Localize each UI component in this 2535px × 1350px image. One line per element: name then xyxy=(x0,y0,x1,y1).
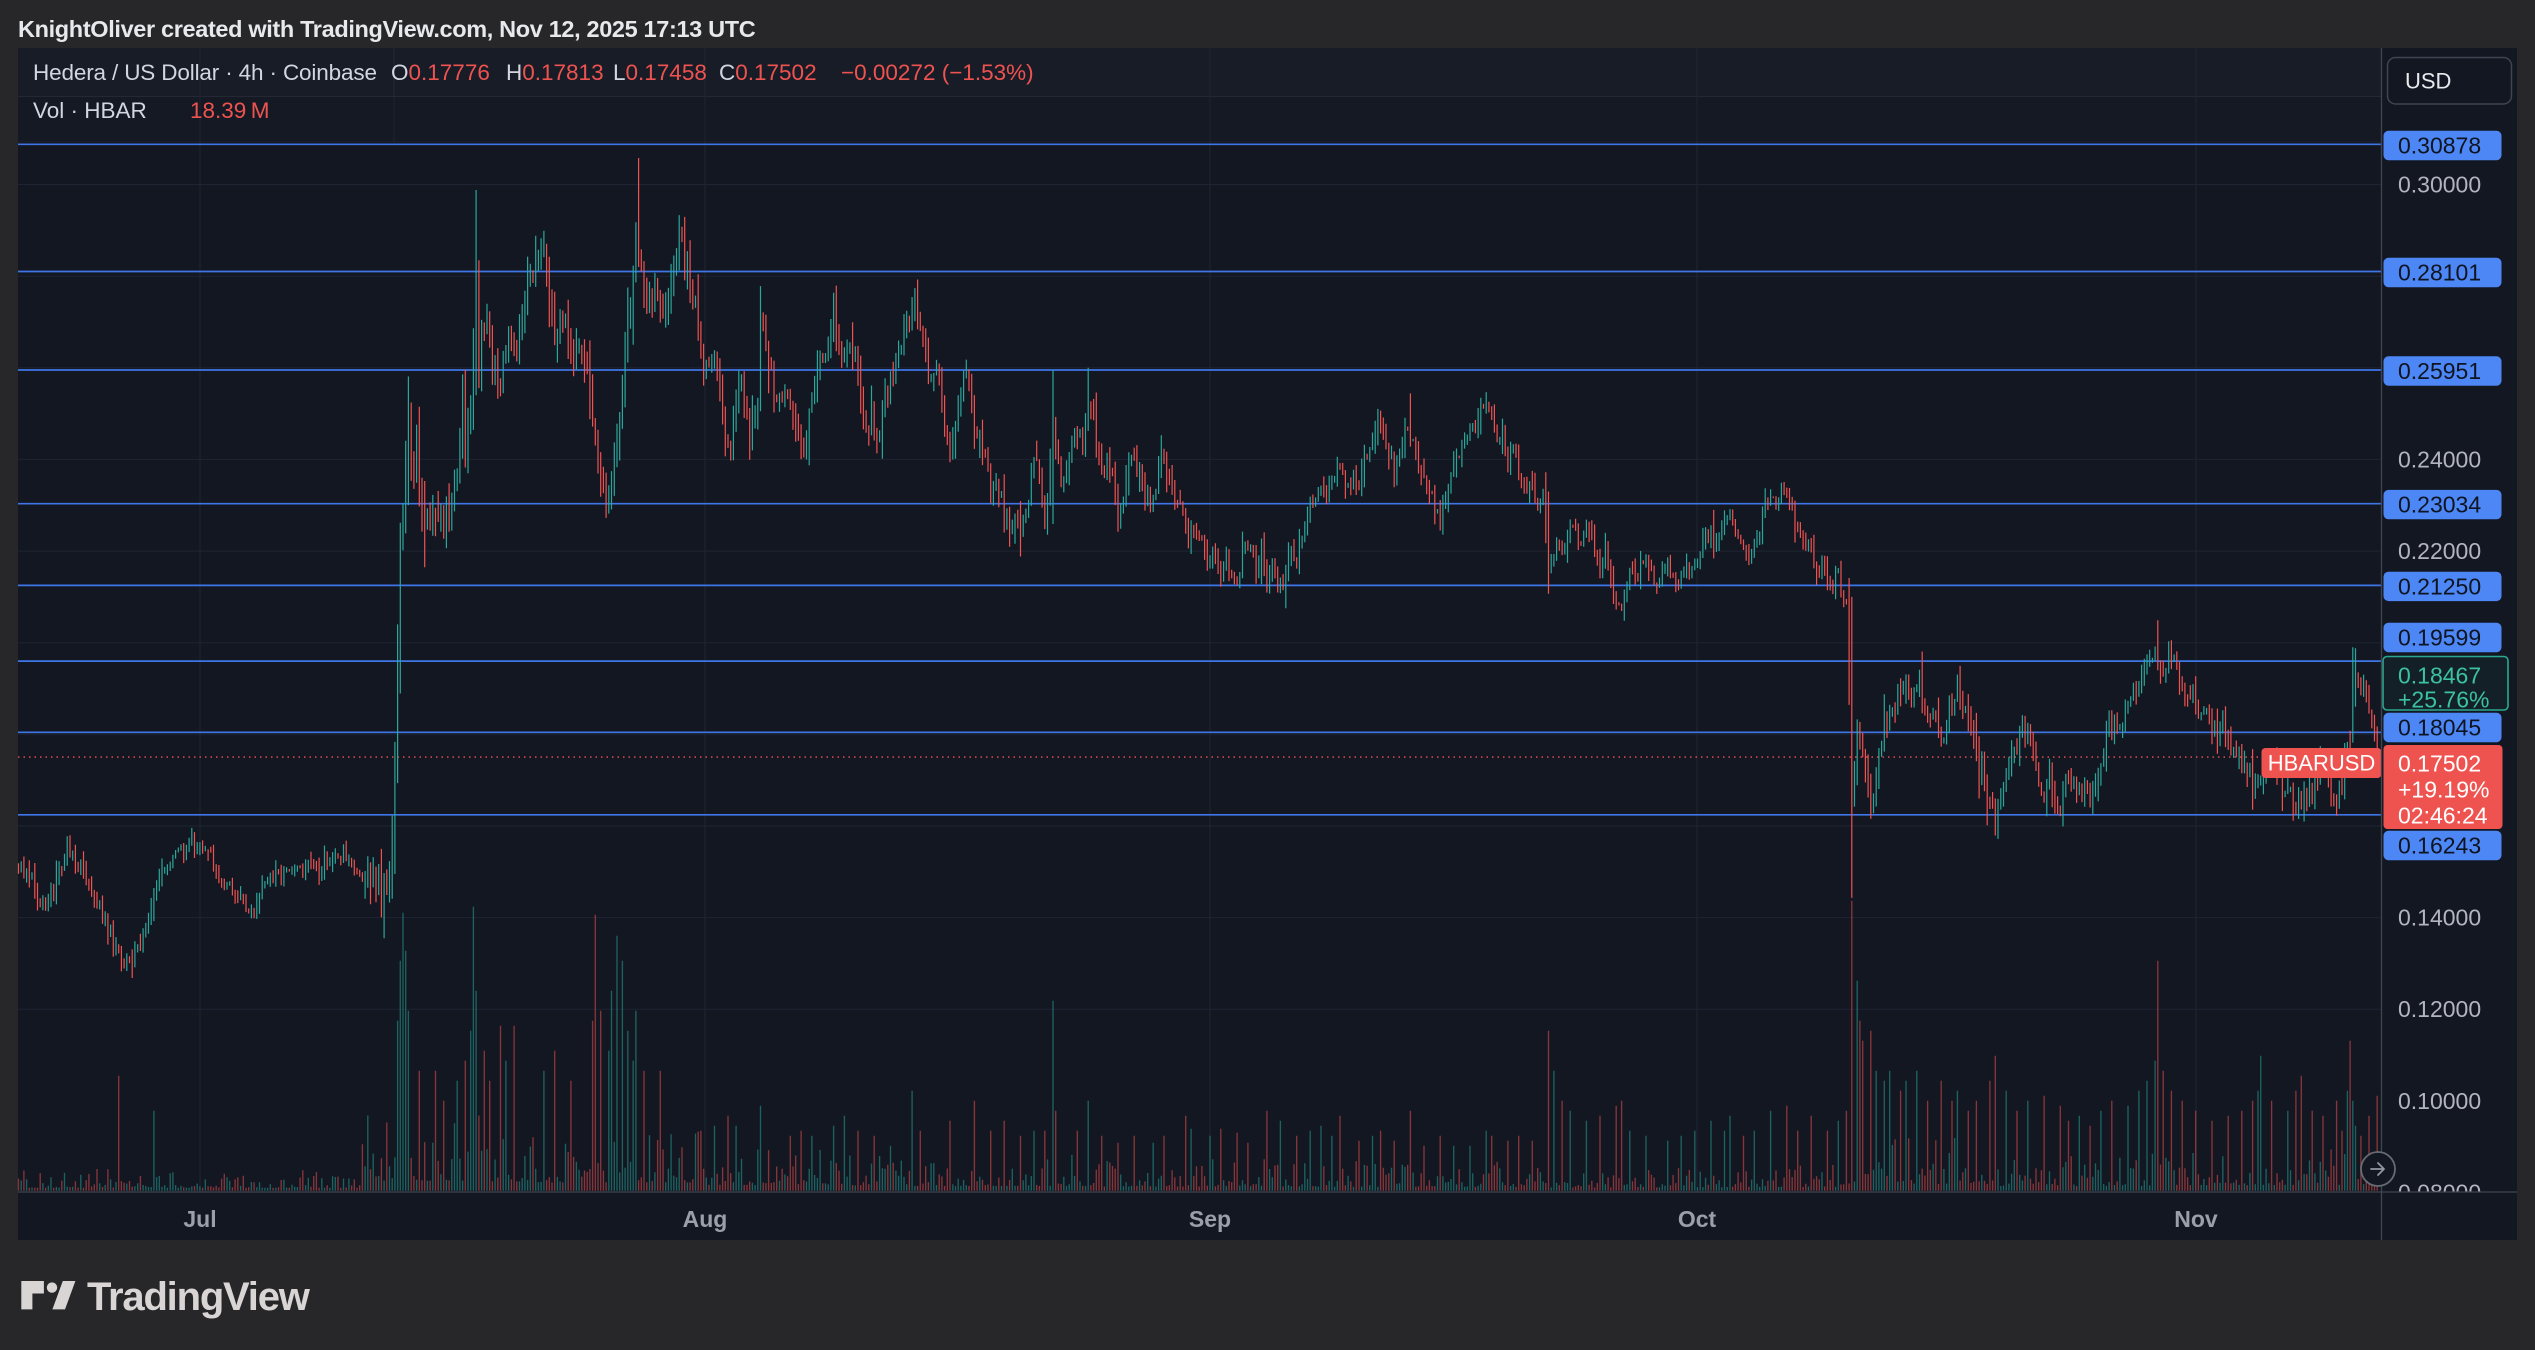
svg-text:0.30000: 0.30000 xyxy=(2398,172,2481,198)
svg-text:TradingView: TradingView xyxy=(87,1275,311,1319)
svg-text:+19.19%: +19.19% xyxy=(2398,777,2489,803)
svg-text:0.22000: 0.22000 xyxy=(2398,538,2481,564)
svg-text:O0.17776: O0.17776 xyxy=(391,60,490,85)
svg-text:0.18467: 0.18467 xyxy=(2398,663,2481,689)
svg-text:Nov: Nov xyxy=(2174,1206,2218,1232)
svg-text:0.24000: 0.24000 xyxy=(2398,446,2481,472)
svg-text:Oct: Oct xyxy=(1678,1206,1717,1232)
svg-text:Hedera / US Dollar · 4h · Coin: Hedera / US Dollar · 4h · Coinbase xyxy=(33,60,377,85)
svg-text:18.39 M: 18.39 M xyxy=(190,98,270,123)
svg-text:0.28101: 0.28101 xyxy=(2398,260,2481,286)
svg-text:0.16243: 0.16243 xyxy=(2398,833,2481,859)
svg-text:0.23034: 0.23034 xyxy=(2398,492,2481,518)
svg-text:Sep: Sep xyxy=(1189,1206,1231,1232)
svg-text:02:46:24: 02:46:24 xyxy=(2398,803,2488,829)
svg-text:Vol · HBAR: Vol · HBAR xyxy=(33,98,147,123)
svg-text:Jul: Jul xyxy=(183,1206,216,1232)
svg-text:0.17502: 0.17502 xyxy=(2398,751,2481,777)
svg-text:HBARUSD: HBARUSD xyxy=(2268,751,2376,776)
svg-text:0.21250: 0.21250 xyxy=(2398,573,2481,599)
svg-text:KnightOliver created with Trad: KnightOliver created with TradingView.co… xyxy=(18,16,756,42)
svg-text:0.19599: 0.19599 xyxy=(2398,625,2481,651)
svg-text:C0.17502: C0.17502 xyxy=(719,60,817,85)
svg-text:H0.17813: H0.17813 xyxy=(506,60,604,85)
svg-text:0.12000: 0.12000 xyxy=(2398,996,2481,1022)
svg-text:0.18045: 0.18045 xyxy=(2398,715,2481,741)
svg-text:−0.00272 (−1.53%): −0.00272 (−1.53%) xyxy=(841,60,1034,85)
svg-text:L0.17458: L0.17458 xyxy=(613,60,707,85)
svg-text:0.14000: 0.14000 xyxy=(2398,905,2481,931)
svg-text:+25.76%: +25.76% xyxy=(2398,687,2489,713)
svg-text:0.10000: 0.10000 xyxy=(2398,1088,2481,1114)
svg-text:0.30878: 0.30878 xyxy=(2398,133,2481,159)
svg-text:USD: USD xyxy=(2405,69,2451,94)
svg-text:0.25951: 0.25951 xyxy=(2398,358,2481,384)
svg-text:Aug: Aug xyxy=(683,1206,728,1232)
